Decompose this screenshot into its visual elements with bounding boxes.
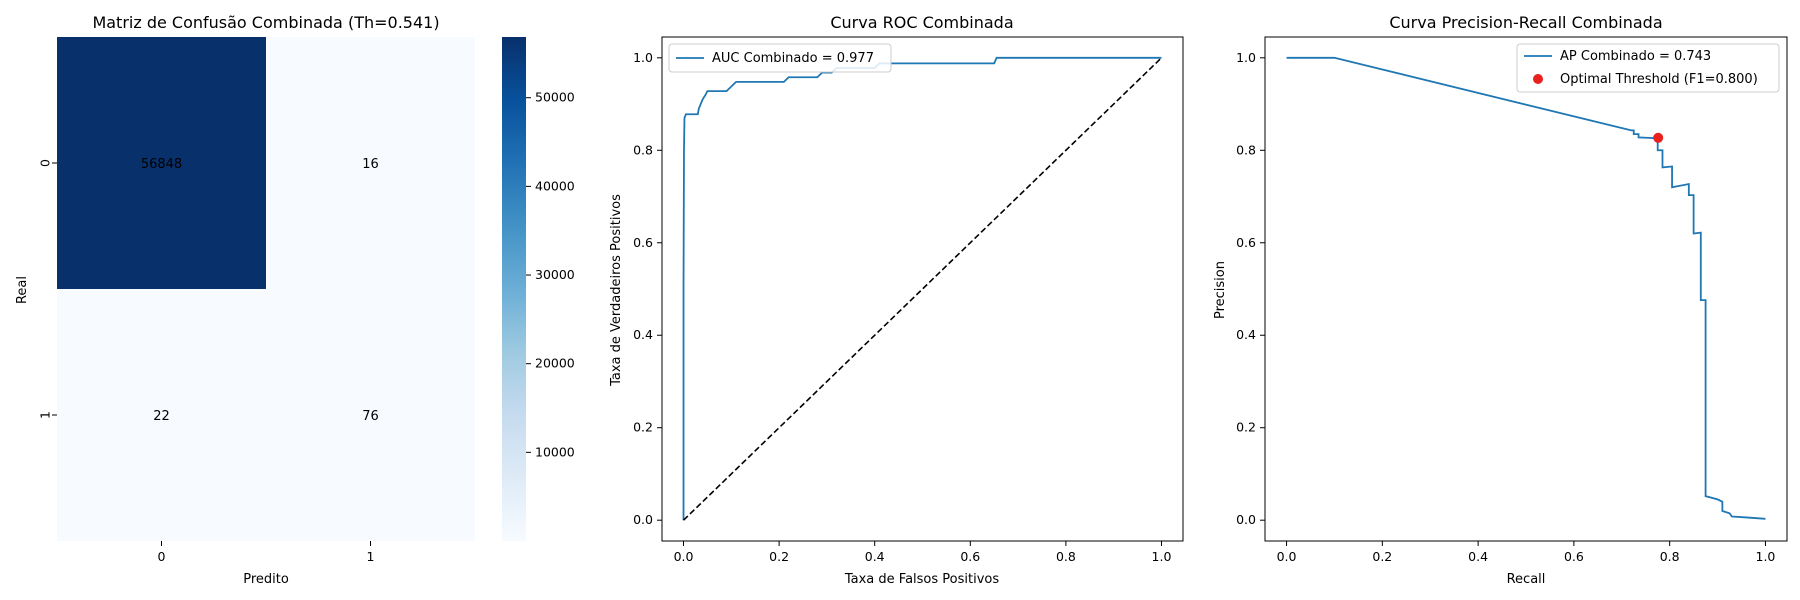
- pr-ytick-label: 0.2: [1236, 420, 1256, 435]
- pr-xtick-label: 1.0: [1756, 549, 1776, 564]
- roc-ytick-label: 0.2: [633, 420, 653, 435]
- heatmap-cell-label: 16: [362, 157, 379, 172]
- pr-xtick-label: 0.0: [1277, 549, 1297, 564]
- heatmap-cell: [266, 37, 475, 289]
- roc-ylabel: Taxa de Verdadeiros Positivos: [609, 194, 624, 387]
- colorbar-tick-label: 50000: [535, 90, 575, 105]
- heatmap-xtick-label: 1: [367, 549, 375, 564]
- heatmap-ylabel: Real: [15, 276, 30, 304]
- heatmap-cell-label: 56848: [141, 157, 182, 172]
- roc-xtick-label: 0.6: [960, 549, 980, 564]
- heatmap-ytick-label: 1: [38, 411, 53, 419]
- pr-ytick-label: 0.8: [1236, 142, 1256, 157]
- roc-panel: Curva ROC Combinada 0.0 0.2 0.4 0.6 0.8 1.0 0.…: [609, 13, 1184, 587]
- roc-xtick-label: 0.2: [769, 549, 789, 564]
- pr-xlabel: Recall: [1507, 572, 1546, 587]
- pr-marker-point: [1653, 132, 1664, 143]
- pr-xtick-label: 0.6: [1564, 549, 1584, 564]
- roc-xtick-label: 0.8: [1056, 549, 1076, 564]
- colorbar-tick-label: 10000: [535, 444, 575, 459]
- pr-ytick-label: 0.6: [1236, 235, 1256, 250]
- roc-ytick-label: 1.0: [633, 50, 653, 65]
- pr-series-line: [1286, 56, 1766, 520]
- pr-axes-frame: [1264, 36, 1788, 542]
- heatmap-cell-label: 22: [153, 409, 170, 424]
- colorbar-tick-label: 40000: [535, 178, 575, 193]
- heatmap-title: Matriz de Confusão Combinada (Th=0.541): [92, 13, 439, 32]
- confusion-matrix-panel: Matriz de Confusão Combinada (Th=0.541) …: [15, 13, 575, 587]
- roc-xtick-label: 0.0: [674, 549, 694, 564]
- pr-xtick-label: 0.8: [1660, 549, 1680, 564]
- roc-title: Curva ROC Combinada: [830, 13, 1013, 32]
- roc-xtick-label: 1.0: [1152, 549, 1172, 564]
- pr-ytick-label: 1.0: [1236, 50, 1256, 65]
- roc-legend: AUC Combinado = 0.977: [668, 43, 892, 73]
- pr-ylabel: Precision: [1213, 261, 1228, 319]
- colorbar: [502, 37, 526, 541]
- pr-ytick-label: 0.0: [1236, 512, 1256, 527]
- heatmap-cell: [57, 37, 266, 289]
- pr-legend-label-curve: AP Combinado = 0.743: [1560, 49, 1711, 64]
- roc-xtick-label: 0.4: [865, 549, 885, 564]
- colorbar-tick-label: 30000: [535, 267, 575, 282]
- roc-ytick-label: 0.4: [633, 327, 653, 342]
- pr-legend-swatch-marker: [1533, 74, 1543, 84]
- roc-ytick-label: 0.0: [633, 512, 653, 527]
- pr-legend: AP Combinado = 0.743 Optimal Threshold (…: [1516, 43, 1780, 93]
- pr-xtick-label: 0.2: [1372, 549, 1392, 564]
- pr-panel: Curva Precision-Recall Combinada 0.0 0.2 0…: [1213, 13, 1788, 587]
- roc-axes-frame: [661, 36, 1184, 542]
- pr-title: Curva Precision-Recall Combinada: [1389, 13, 1662, 32]
- heatmap-ytick-label: 0: [38, 159, 53, 167]
- roc-legend-label: AUC Combinado = 0.977: [712, 51, 874, 66]
- heatmap-cell: [266, 289, 475, 541]
- heatmap-xlabel: Predito: [243, 572, 289, 587]
- pr-legend-label-threshold: Optimal Threshold (F1=0.800): [1560, 72, 1758, 87]
- roc-xlabel: Taxa de Falsos Positivos: [844, 572, 999, 587]
- heatmap-cell: [57, 289, 266, 541]
- roc-series-line: [682, 57, 1163, 521]
- heatmap-xtick-label: 0: [158, 549, 166, 564]
- heatmap-cell-label: 76: [362, 409, 379, 424]
- roc-ytick-label: 0.8: [633, 142, 653, 157]
- roc-ytick-label: 0.6: [633, 235, 653, 250]
- pr-xtick-label: 0.4: [1468, 549, 1488, 564]
- pr-ytick-label: 0.4: [1236, 327, 1256, 342]
- colorbar-tick-label: 20000: [535, 356, 575, 371]
